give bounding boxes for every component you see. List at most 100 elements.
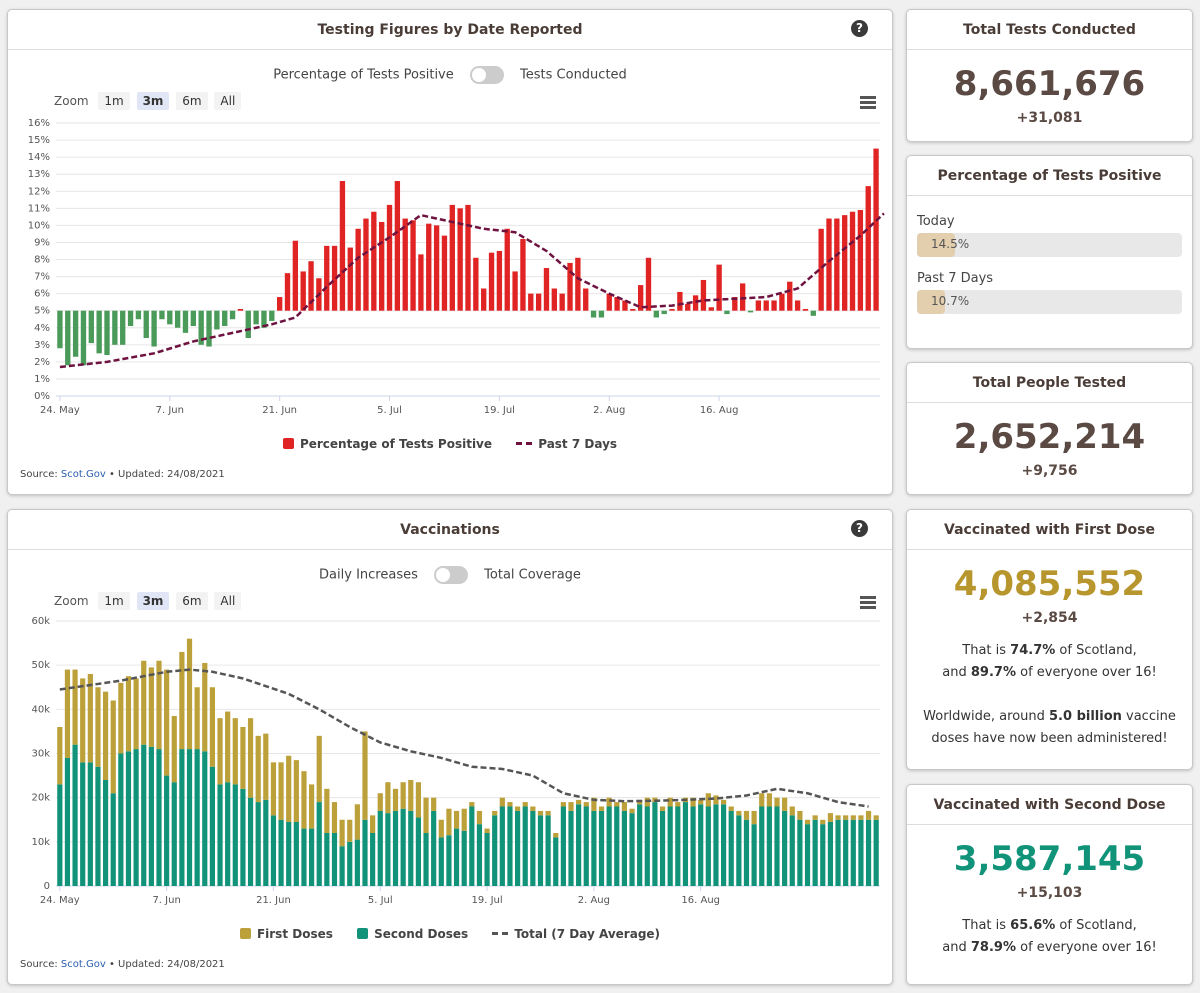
second-dose-bar (774, 806, 780, 886)
today-label: Today (917, 214, 955, 229)
second-dose-bar (232, 784, 238, 886)
first-dose-bar (415, 782, 422, 818)
first-dose-bar (278, 762, 284, 820)
vaccinations-source-link[interactable]: Scot.Gov (60, 959, 106, 970)
testing-zoom-all-button[interactable]: All (214, 92, 242, 110)
second-dose-bar (240, 788, 246, 886)
vaccinations-toggle-switch[interactable] (434, 566, 469, 584)
first-dose-bar (499, 797, 505, 807)
positive-rate-bar (520, 239, 526, 311)
testing-zoom-1m-button[interactable]: 1m (98, 92, 130, 110)
second-dose-bar (698, 804, 704, 886)
legend-second-doses[interactable]: Second Doses (357, 927, 468, 941)
positive-rate-bar (410, 220, 416, 311)
vaccinations-zoom-3m-button[interactable]: 3m (136, 592, 170, 610)
positive-rate-bar (834, 218, 840, 311)
second-dose-bar (690, 806, 696, 886)
second-dose-bar (339, 846, 345, 886)
legend-past-7-days[interactable]: Past 7 Days (516, 437, 617, 451)
second-dose-bar (484, 833, 490, 886)
first-dose-bar (545, 810, 551, 816)
second-dose-bar (759, 806, 765, 886)
second-dose-note-2: and 78.9% of everyone over 16! (907, 937, 1192, 959)
vaccinations-menu-icon[interactable] (860, 596, 876, 610)
positive-rate-bar (198, 310, 204, 345)
second-dose-bar (278, 819, 284, 886)
first-dose-bar (591, 797, 597, 811)
first-dose-bar (690, 797, 696, 807)
positive-rate-bar (363, 218, 369, 311)
positive-rate-bar (159, 310, 165, 320)
second-dose-bar (469, 806, 475, 886)
first-dose-bar (202, 662, 208, 752)
second-dose-bar (865, 819, 872, 886)
vaccinations-zoom-6m-button[interactable]: 6m (176, 592, 208, 610)
fd-n2b: 89.7% (970, 665, 1016, 680)
positive-rate-bar (873, 148, 879, 311)
second-dose-bar (118, 753, 124, 886)
second-dose-bar (797, 819, 803, 886)
first-dose-bar (339, 819, 345, 847)
second-dose-bar (186, 749, 193, 886)
first-dose-bar (537, 810, 544, 816)
second-dose-bar (530, 810, 536, 886)
week-value: 10.7% (931, 294, 970, 308)
positive-rate-bar (755, 300, 762, 311)
people-tested-delta: +9,756 (1021, 463, 1078, 479)
first-dose-bar (629, 808, 635, 814)
positive-rate-bar (261, 310, 267, 328)
first-dose-bar (110, 700, 116, 794)
positive-rate-bar (190, 310, 197, 327)
fd-n3c: vaccine (1121, 709, 1176, 724)
testing-panel-title: Testing Figures by Date Reported (8, 10, 892, 50)
vaccinations-help-icon[interactable]: ? (851, 520, 868, 537)
testing-zoom-6m-button[interactable]: 6m (176, 92, 208, 110)
second-dose-bar (751, 824, 757, 886)
y-tick-label: 7% (34, 272, 50, 283)
vaccinations-zoom-1m-button[interactable]: 1m (98, 592, 130, 610)
legend-total-average[interactable]: Total (7 Day Average) (492, 927, 660, 941)
positive-rate-bar (57, 310, 63, 349)
first-dose-bar (392, 788, 399, 811)
second-dose-bar (156, 749, 162, 886)
second-dose-bar (400, 808, 406, 886)
second-dose-bar (583, 806, 589, 886)
first-dose-bar (827, 813, 834, 822)
testing-zoom-3m-button[interactable]: 3m (136, 92, 170, 110)
y-tick-label: 13% (28, 169, 50, 180)
testing-source-link[interactable]: Scot.Gov (60, 469, 106, 480)
second-dose-bar (736, 815, 742, 886)
positive-rate-bar (865, 186, 871, 311)
second-dose-bar (598, 810, 605, 886)
second-dose-bar (614, 806, 620, 886)
positive-rate-bar (849, 211, 856, 311)
vaccinations-zoom-bar: Zoom 1m 3m 6m All (54, 592, 244, 610)
legend-percent-positive[interactable]: Percentage of Tests Positive (282, 437, 492, 451)
first-dose-bar (865, 810, 872, 820)
positive-rate-bar (590, 310, 597, 318)
positive-rate-bar (842, 215, 848, 311)
first-dose-bar (156, 660, 162, 750)
second-dose-bar (537, 815, 544, 886)
first-dose-bar (247, 718, 254, 798)
first-dose-bar (446, 808, 452, 836)
first-dose-bar (331, 802, 338, 833)
testing-help-icon[interactable]: ? (851, 20, 868, 37)
positive-rate-bar (535, 293, 542, 311)
second-dose-bar (270, 815, 277, 886)
second-dose-bar (308, 828, 315, 886)
vaccinations-toggle-row: Daily Increases Total Coverage (8, 566, 892, 584)
testing-toggle-switch[interactable] (469, 66, 504, 84)
first-dose-bar (377, 793, 383, 811)
second-dose-bar (202, 751, 208, 886)
first-dose-bar (659, 806, 666, 811)
legend-second-doses-label: Second Doses (374, 927, 469, 941)
positive-rate-bar (65, 310, 71, 366)
testing-menu-icon[interactable] (860, 96, 876, 110)
vaccinations-zoom-all-button[interactable]: All (214, 592, 242, 610)
legend-first-doses[interactable]: First Doses (239, 927, 333, 941)
second-dose-bar (682, 802, 689, 886)
y-tick-label: 11% (28, 203, 50, 214)
y-tick-label: 2% (34, 357, 50, 368)
y-tick-label: 1% (34, 374, 50, 385)
